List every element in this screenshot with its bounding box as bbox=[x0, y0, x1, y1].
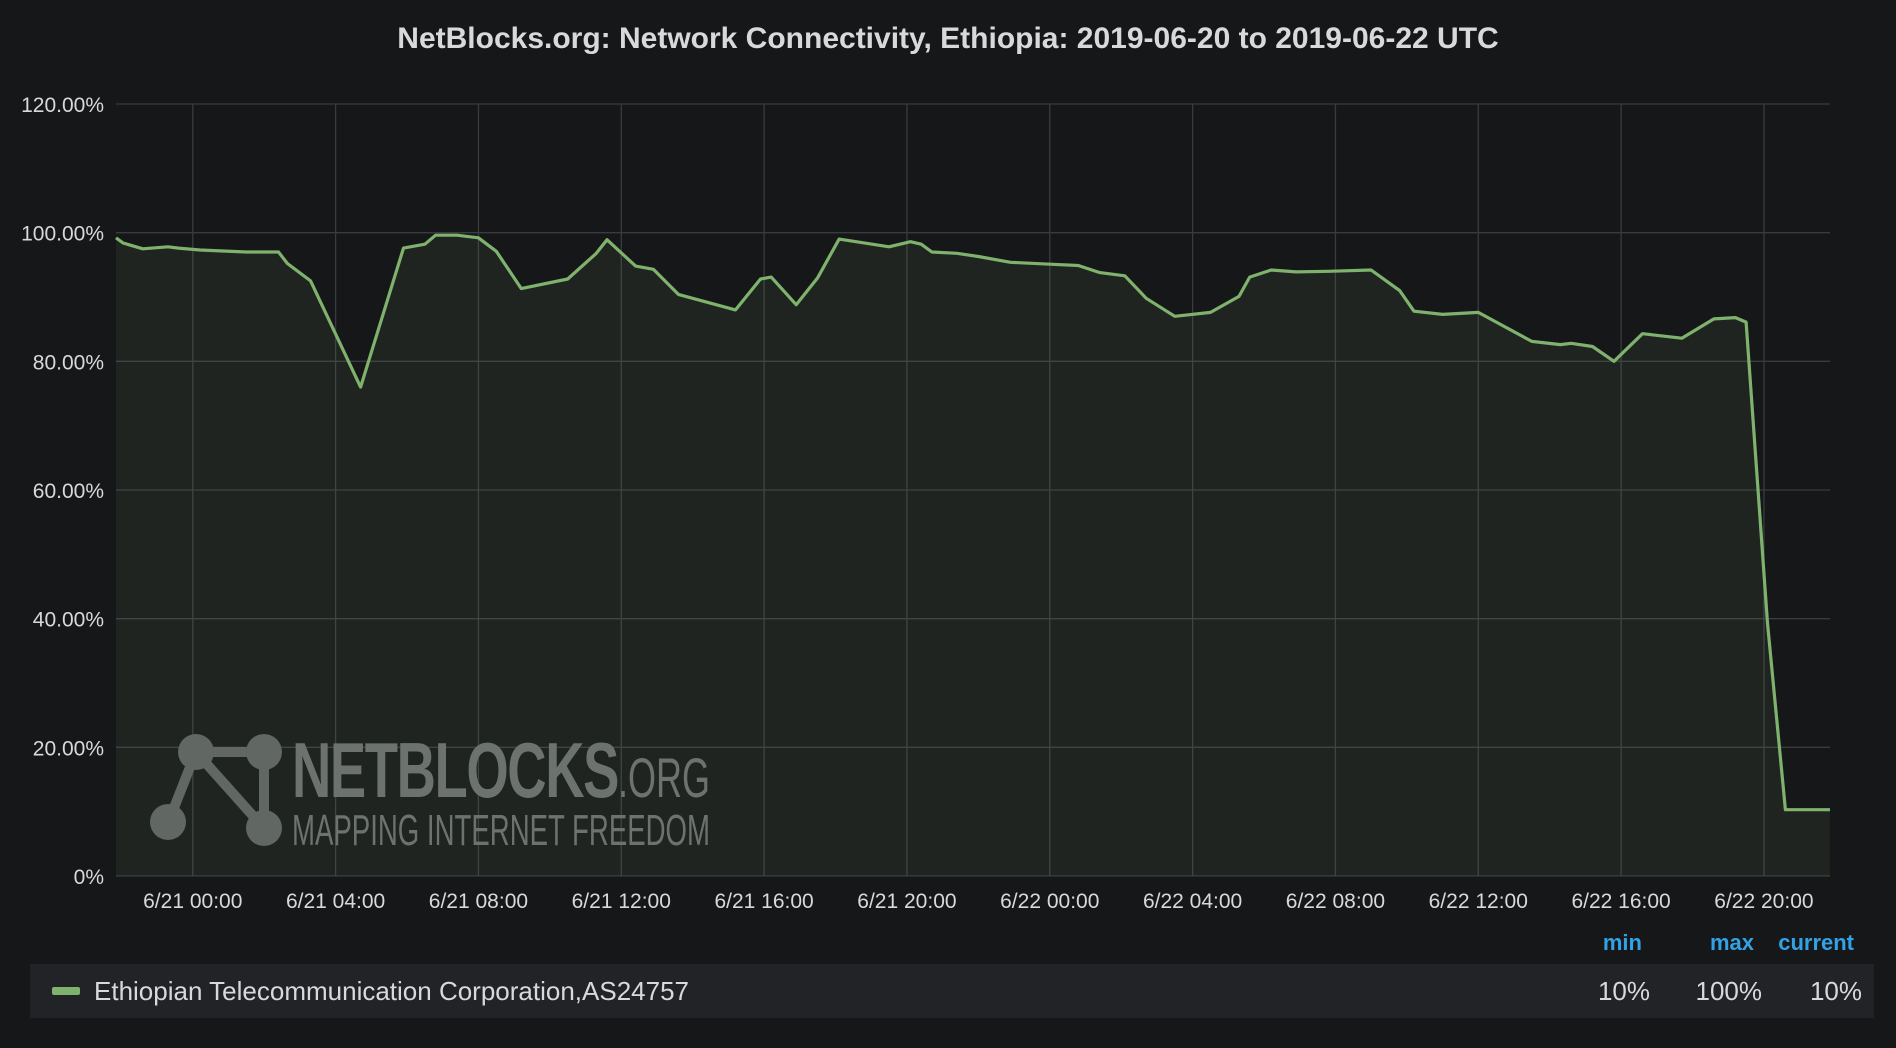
netblocks-logo-icon bbox=[150, 734, 282, 846]
legend-series-max: 100% bbox=[1695, 975, 1763, 1006]
legend-header-current[interactable]: current bbox=[1778, 930, 1854, 955]
series-area bbox=[116, 235, 1830, 876]
watermark-suffix: .ORG bbox=[618, 746, 710, 809]
x-tick-label: 6/21 12:00 bbox=[572, 890, 671, 913]
legend-header-max[interactable]: max bbox=[1709, 930, 1754, 955]
x-tick-label: 6/21 20:00 bbox=[857, 890, 956, 913]
y-tick-label: 20.00% bbox=[33, 737, 104, 760]
x-tick-label: 6/21 00:00 bbox=[143, 890, 242, 913]
chart-plot: NETBLOCKS .ORG MAPPING INTERNET FREEDOM … bbox=[21, 94, 1831, 913]
series-layer bbox=[115, 233, 1831, 876]
x-tick-label: 6/22 16:00 bbox=[1571, 890, 1670, 913]
x-tick-label: 6/22 20:00 bbox=[1714, 890, 1813, 913]
y-tick-label: 80.00% bbox=[33, 351, 104, 374]
netblocks-watermark: NETBLOCKS .ORG MAPPING INTERNET FREEDOM bbox=[150, 726, 710, 855]
x-tick-label: 6/22 12:00 bbox=[1429, 890, 1528, 913]
y-tick-label: 120.00% bbox=[21, 94, 104, 117]
legend-series-row[interactable]: Ethiopian Telecommunication Corporation,… bbox=[30, 964, 1874, 1018]
x-tick-label: 6/21 08:00 bbox=[429, 890, 528, 913]
x-tick-label: 6/21 04:00 bbox=[286, 890, 385, 913]
legend-series-name[interactable]: Ethiopian Telecommunication Corporation,… bbox=[94, 975, 690, 1006]
y-tick-label: 60.00% bbox=[33, 480, 104, 503]
x-tick-label: 6/22 04:00 bbox=[1143, 890, 1242, 913]
x-tick-label: 6/22 08:00 bbox=[1286, 890, 1385, 913]
watermark-brand: NETBLOCKS bbox=[292, 726, 618, 814]
legend-header: min max current bbox=[1582, 930, 1854, 960]
x-tick-label: 6/22 00:00 bbox=[1000, 890, 1099, 913]
y-tick-label: 100.00% bbox=[21, 223, 104, 246]
legend-series-swatch[interactable] bbox=[52, 987, 80, 995]
legend-header-min[interactable]: min bbox=[1602, 930, 1642, 955]
watermark-tagline: MAPPING INTERNET FREEDOM bbox=[292, 806, 710, 855]
x-tick-label: 6/21 16:00 bbox=[714, 890, 813, 913]
legend-series-current: 10% bbox=[1809, 975, 1862, 1006]
axis-labels: 0% 20.00% 40.00% 60.00% 80.00% 100.00% 120.00%… bbox=[21, 94, 1813, 913]
chart-title: NetBlocks.org: Network Connectivity, Eth… bbox=[397, 22, 1499, 55]
y-tick-label: 40.00% bbox=[33, 609, 104, 632]
chart-grid bbox=[116, 103, 1830, 877]
legend-series-min: 10% bbox=[1597, 975, 1650, 1006]
y-tick-label: 0% bbox=[74, 866, 104, 889]
series-line bbox=[115, 233, 1830, 812]
